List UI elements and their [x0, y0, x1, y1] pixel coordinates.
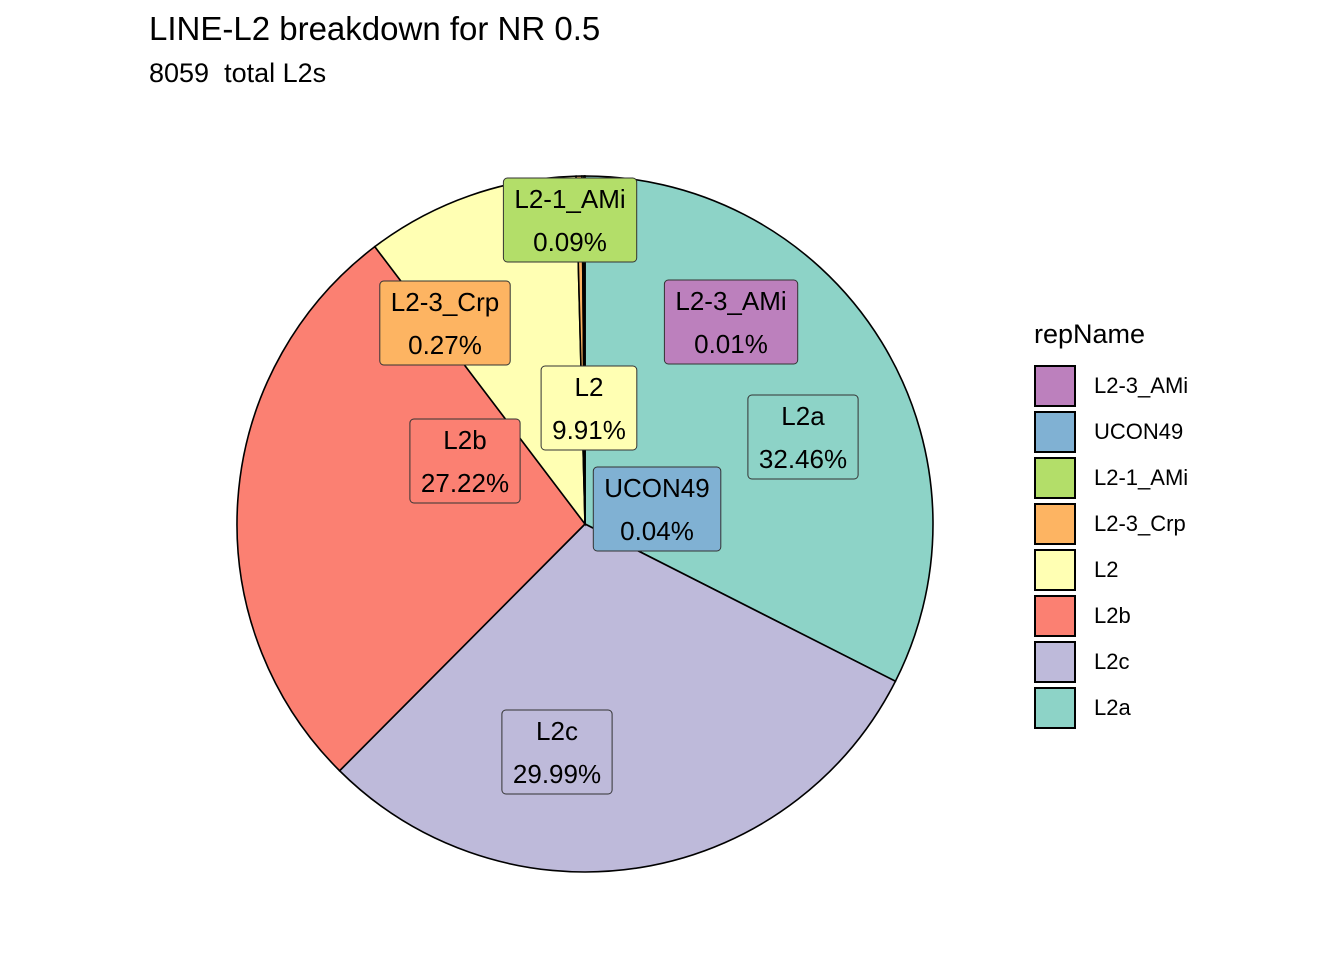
slice-name: L2 — [575, 372, 604, 402]
slice-name: L2-3_AMi — [675, 286, 786, 316]
slice-label-l2c: L2c 29.99% — [501, 709, 613, 795]
slice-name: L2c — [536, 716, 578, 746]
slice-percent: 27.22% — [421, 468, 509, 498]
slice-name: L2b — [443, 425, 486, 455]
legend-key — [1034, 411, 1076, 453]
label-box — [502, 177, 638, 263]
legend-label: L2-1_AMi — [1094, 465, 1189, 490]
slice-percent: 9.91% — [552, 415, 626, 445]
slice-label-l2b: L2b 27.22% — [409, 418, 521, 504]
slice-label-l2: L2 9.91% — [540, 365, 638, 451]
label-box — [409, 418, 521, 504]
legend-key — [1034, 595, 1076, 637]
pie-labels: L2a 32.46% L2c 29.99% L2b 27.22% L2 9.91% L2-3_C… — [379, 177, 859, 795]
chart-subtitle: 8059 total L2s — [149, 58, 327, 88]
legend-item-l2c: L2c — [1034, 639, 1129, 685]
pie-slice-l2b — [236, 245, 587, 772]
legend-label: L2 — [1094, 557, 1119, 582]
slice-percent: 0.04% — [620, 516, 694, 546]
label-box — [540, 365, 638, 451]
slice-name: UCON49 — [604, 473, 709, 503]
legend-key — [1034, 641, 1076, 683]
pie-slice-l2c — [338, 523, 897, 873]
slice-name: L2-3_Crp — [391, 287, 499, 317]
slice-name: L2-1_AMi — [514, 184, 625, 214]
label-box — [663, 279, 799, 365]
legend-item-ucon49: UCON49 — [1034, 409, 1183, 455]
slice-percent: 0.09% — [533, 227, 607, 257]
label-box — [501, 709, 613, 795]
legend-item-l2a: L2a — [1034, 685, 1131, 731]
legend-key — [1034, 687, 1076, 729]
slice-name: L2a — [781, 401, 825, 431]
legend-item-l2: L2 — [1034, 547, 1118, 593]
label-box — [592, 466, 722, 552]
legend-label: L2a — [1094, 695, 1131, 720]
legend-label: L2b — [1094, 603, 1131, 628]
slice-percent: 0.27% — [408, 330, 482, 360]
slice-label-l2-1-ami: L2-1_AMi 0.09% — [502, 177, 638, 263]
legend-label: L2c — [1094, 649, 1130, 674]
legend-key — [1034, 503, 1076, 545]
label-box — [747, 394, 859, 480]
legend-label: L2-3_AMi — [1094, 373, 1189, 398]
legend-item-l2-3-crp: L2-3_Crp — [1034, 501, 1186, 547]
legend-key — [1034, 457, 1076, 499]
legend-item-l2b: L2b — [1034, 593, 1131, 639]
legend-label: L2-3_Crp — [1094, 511, 1186, 536]
slice-percent: 29.99% — [513, 759, 601, 789]
slice-label-l2a: L2a 32.46% — [747, 394, 859, 480]
legend-key — [1034, 365, 1076, 407]
slice-label-ucon49: UCON49 0.04% — [592, 466, 722, 552]
legend-item-l2-3-ami: L2-3_AMi — [1034, 363, 1188, 409]
legend-key — [1034, 549, 1076, 591]
slice-percent: 32.46% — [759, 444, 847, 474]
legend-title: repName — [1034, 319, 1146, 349]
chart-title: LINE-L2 breakdown for NR 0.5 — [149, 10, 601, 47]
legend-label: UCON49 — [1094, 419, 1184, 444]
slice-label-l2-3-crp: L2-3_Crp 0.27% — [379, 280, 511, 366]
label-box — [379, 280, 511, 366]
legend-item-l2-1-ami: L2-1_AMi — [1034, 455, 1188, 501]
slice-label-l2-3-ami: L2-3_AMi 0.01% — [663, 279, 799, 365]
slice-percent: 0.01% — [694, 329, 768, 359]
